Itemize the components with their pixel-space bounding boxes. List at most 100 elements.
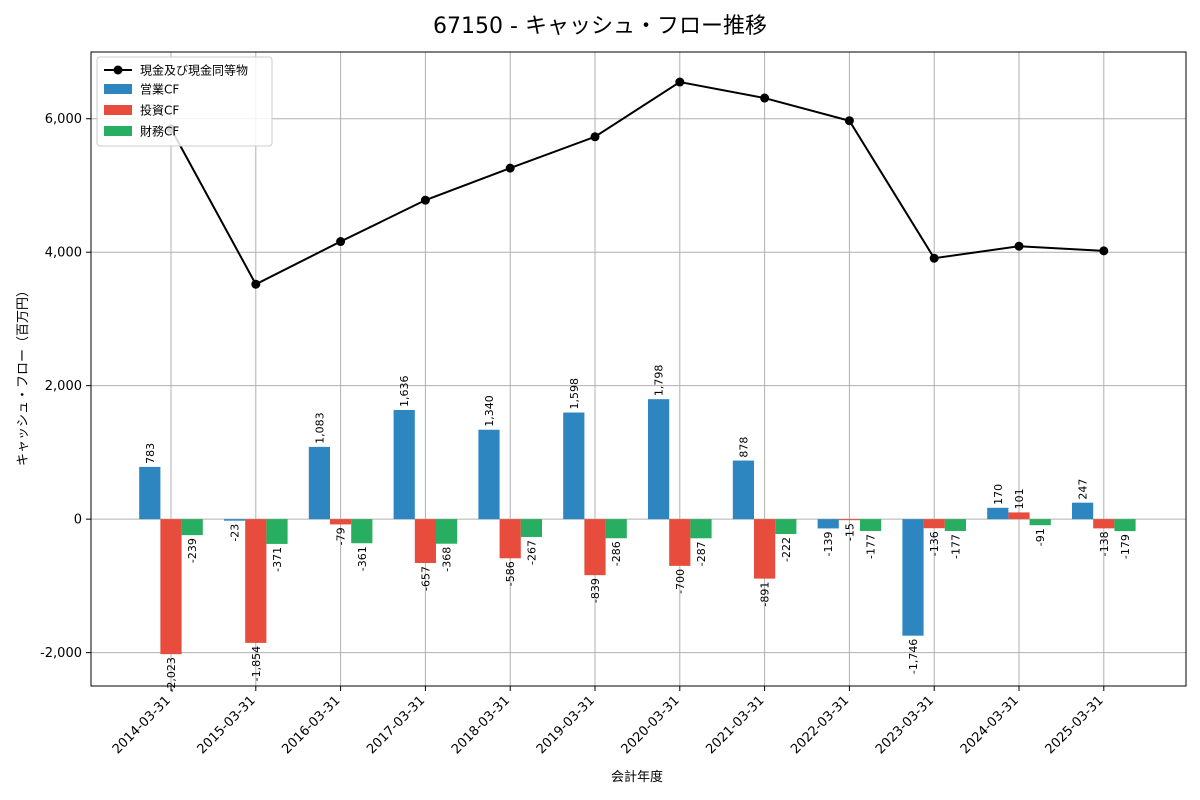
data-labels: 783 -23 1,083 1,636 1,340 1,598 1,798 878 -139 -1…	[144, 365, 1132, 693]
bar-data-label: 1,636	[398, 375, 411, 407]
bar-data-label: -23	[229, 524, 242, 542]
bar-data-label: 1,798	[653, 365, 666, 397]
bar-data-label: -839	[589, 578, 602, 603]
bar-operating	[1072, 502, 1094, 520]
x-tick-label: 2021-03-31	[703, 693, 767, 757]
bar-investing	[499, 519, 521, 559]
bar-investing	[160, 519, 182, 655]
x-tick-label: 2016-03-31	[279, 693, 343, 757]
bar-data-label: 1,340	[483, 395, 496, 427]
bar-data-label: -79	[335, 527, 348, 545]
cash-line-point	[844, 116, 854, 126]
bar-financing	[181, 519, 203, 536]
bar-operating	[732, 460, 754, 520]
bar-investing	[923, 519, 945, 529]
bar-data-label: 247	[1077, 479, 1090, 500]
bar-operating	[648, 399, 670, 520]
bar-data-label: -179	[1119, 534, 1132, 559]
bar-data-label: -368	[441, 547, 454, 572]
bar-data-label: -586	[504, 561, 517, 586]
bar-data-label: -139	[822, 531, 835, 556]
bar-data-label: -15	[843, 523, 856, 541]
bar-data-label: 1,598	[568, 378, 581, 410]
cash-line-point	[336, 237, 346, 247]
bar-data-label: -361	[356, 546, 369, 571]
y-tick-label: 4,000	[45, 246, 82, 261]
bar-financing	[1029, 519, 1051, 526]
x-axis-label: 会計年度	[611, 769, 663, 785]
cash-line	[166, 77, 1109, 289]
y-tick-label: 6,000	[45, 112, 82, 127]
x-tick-label: 2025-03-31	[1043, 693, 1107, 757]
bar-data-label: -177	[949, 534, 962, 559]
bar-financing	[351, 519, 373, 544]
bars	[139, 399, 1136, 655]
legend-line-marker	[113, 65, 123, 75]
bar-operating	[478, 429, 500, 520]
x-tick-label: 2020-03-31	[619, 693, 683, 757]
bar-operating	[987, 507, 1009, 520]
bar-data-label: 783	[144, 443, 157, 464]
x-tick-label: 2024-03-31	[958, 693, 1022, 757]
x-tick-label: 2014-03-31	[110, 693, 174, 757]
bar-investing	[838, 519, 860, 521]
bar-operating	[224, 519, 246, 521]
bar-financing	[520, 519, 542, 537]
bar-operating	[139, 466, 161, 520]
cash-line-point	[251, 279, 261, 289]
bar-data-label: -1,746	[907, 639, 920, 674]
cash-line-point	[505, 163, 515, 173]
cash-line-point	[420, 195, 430, 205]
bar-operating	[563, 412, 585, 520]
cash-line-point	[590, 132, 600, 142]
cash-line-point	[1014, 241, 1024, 251]
bar-data-label: -177	[865, 534, 878, 559]
bar-data-label: -700	[674, 569, 687, 594]
bar-financing	[944, 519, 966, 531]
legend-label: 財務CF	[140, 124, 179, 139]
y-tick-label: -2,000	[40, 646, 82, 661]
bar-data-label: 878	[737, 437, 750, 458]
bar-data-label: -891	[759, 582, 772, 607]
bar-data-label: -1,854	[250, 646, 263, 681]
bar-financing	[775, 519, 797, 534]
cash-line-point	[760, 93, 770, 103]
bar-operating	[817, 519, 839, 529]
x-tick-label: 2019-03-31	[534, 693, 598, 757]
grid	[91, 52, 1186, 686]
bar-data-label: -239	[186, 538, 199, 563]
bar-data-label: -371	[271, 547, 284, 572]
bar-financing	[605, 519, 627, 539]
bar-data-label: -138	[1098, 531, 1111, 556]
x-tick-label: 2017-03-31	[364, 693, 428, 757]
bar-data-label: -2,023	[165, 657, 178, 692]
bar-data-label: -91	[1034, 528, 1047, 546]
bar-investing	[1093, 519, 1115, 529]
y-tick-label: 0	[74, 513, 82, 528]
bar-investing	[245, 519, 267, 643]
x-tick-label: 2023-03-31	[873, 693, 937, 757]
legend-swatch	[104, 105, 132, 115]
bar-investing	[330, 519, 352, 525]
y-axis-label: キャッシュ・フロー（百万円）	[16, 284, 31, 466]
bar-investing	[414, 519, 436, 564]
bar-financing	[436, 519, 458, 544]
bar-operating	[308, 446, 330, 520]
bar-data-label: 170	[992, 484, 1005, 505]
cash-line-point	[929, 253, 939, 263]
bar-operating	[902, 519, 924, 636]
legend-label: 営業CF	[140, 83, 179, 97]
bar-investing	[584, 519, 606, 576]
legend-box	[96, 56, 273, 147]
plot-frame	[90, 51, 1187, 687]
cash-line-point	[1099, 246, 1109, 256]
legend-label: 投資CF	[140, 103, 179, 118]
x-tick-label: 2018-03-31	[449, 693, 513, 757]
bar-financing	[690, 519, 712, 539]
y-tick-label: 2,000	[45, 379, 82, 394]
x-tick-label: 2022-03-31	[788, 693, 852, 757]
bar-data-label: -267	[525, 540, 538, 565]
bar-data-label: -136	[928, 531, 941, 556]
bar-investing	[669, 519, 691, 566]
